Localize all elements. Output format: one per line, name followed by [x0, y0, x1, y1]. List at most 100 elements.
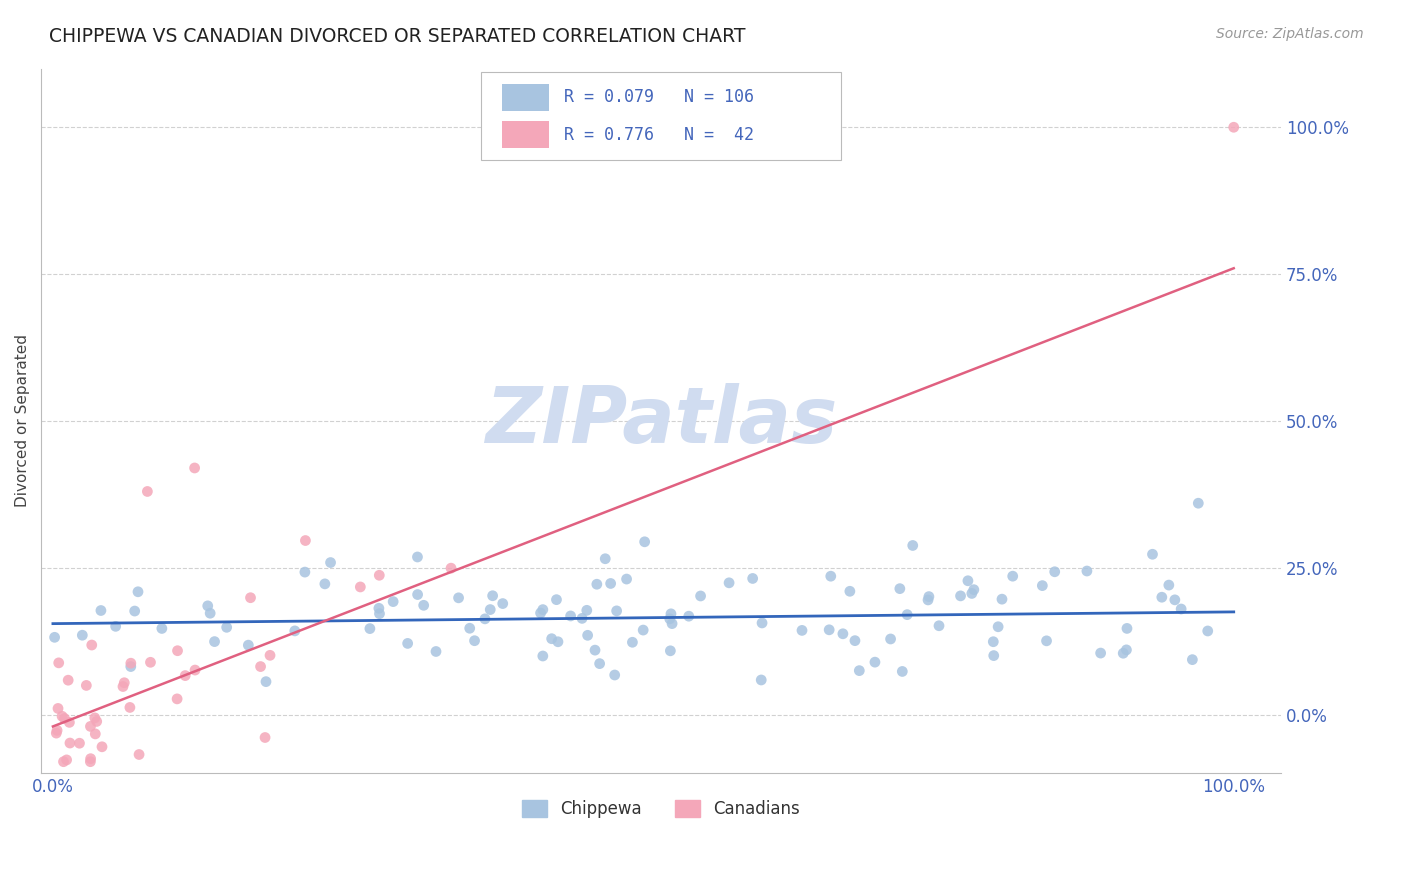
- Point: [983, 648, 1005, 663]
- Point: [560, 609, 582, 624]
- Point: [86, 714, 108, 729]
- Text: Source: ZipAtlas.com: Source: ZipAtlas.com: [1216, 27, 1364, 41]
- Point: [44, 630, 66, 644]
- Point: [928, 619, 950, 633]
- Point: [120, 657, 142, 671]
- Point: [254, 674, 277, 689]
- Point: [406, 588, 429, 602]
- Point: [359, 622, 381, 636]
- Point: [59, 736, 82, 750]
- Point: [166, 692, 188, 706]
- Point: [425, 644, 447, 658]
- Point: [481, 589, 503, 603]
- Point: [406, 549, 429, 564]
- Point: [956, 574, 979, 588]
- Point: [917, 593, 939, 607]
- Point: [838, 584, 860, 599]
- Point: [51, 709, 73, 723]
- Text: R = 0.079   N = 106: R = 0.079 N = 106: [564, 88, 755, 106]
- Point: [659, 607, 682, 621]
- Point: [689, 589, 711, 603]
- Point: [464, 633, 486, 648]
- Point: [599, 576, 621, 591]
- Point: [53, 711, 76, 725]
- Point: [531, 602, 554, 616]
- Text: ZIPatlas: ZIPatlas: [485, 383, 837, 459]
- Point: [382, 594, 405, 608]
- Point: [593, 551, 616, 566]
- Point: [741, 571, 763, 585]
- Point: [621, 635, 644, 649]
- Point: [603, 668, 626, 682]
- Point: [1112, 646, 1135, 660]
- Point: [661, 616, 683, 631]
- Point: [112, 675, 135, 690]
- Point: [367, 601, 389, 615]
- Point: [197, 599, 219, 613]
- Point: [901, 539, 924, 553]
- Point: [1076, 564, 1098, 578]
- Point: [55, 753, 77, 767]
- Point: [139, 655, 162, 669]
- Point: [987, 620, 1010, 634]
- Point: [174, 668, 197, 682]
- Point: [963, 582, 986, 597]
- Point: [447, 591, 470, 605]
- Point: [294, 565, 316, 579]
- Point: [606, 604, 628, 618]
- Point: [84, 727, 107, 741]
- Point: [583, 643, 606, 657]
- Legend: Chippewa, Canadians: Chippewa, Canadians: [515, 794, 807, 825]
- Point: [72, 628, 94, 642]
- Point: [319, 556, 342, 570]
- Point: [479, 602, 502, 616]
- Point: [249, 659, 271, 673]
- Point: [1187, 496, 1209, 510]
- FancyBboxPatch shape: [502, 84, 550, 111]
- Point: [879, 632, 901, 646]
- Point: [576, 628, 599, 642]
- Point: [633, 534, 655, 549]
- Point: [718, 575, 741, 590]
- Point: [80, 638, 103, 652]
- Point: [238, 638, 260, 652]
- Point: [1115, 643, 1137, 657]
- Point: [991, 592, 1014, 607]
- Point: [368, 607, 391, 621]
- Point: [45, 726, 67, 740]
- Point: [1090, 646, 1112, 660]
- Point: [79, 752, 101, 766]
- Point: [896, 607, 918, 622]
- Point: [1031, 579, 1053, 593]
- Point: [1116, 621, 1139, 635]
- Point: [83, 711, 105, 725]
- Point: [1222, 120, 1244, 135]
- Point: [889, 582, 911, 596]
- Point: [104, 619, 127, 633]
- Point: [166, 643, 188, 657]
- Point: [79, 719, 101, 733]
- Point: [150, 622, 173, 636]
- Point: [1142, 547, 1164, 561]
- Point: [1181, 653, 1204, 667]
- Point: [90, 603, 112, 617]
- Point: [678, 609, 700, 624]
- Point: [571, 611, 593, 625]
- Point: [981, 634, 1004, 648]
- Point: [531, 648, 554, 663]
- Point: [1197, 624, 1219, 638]
- Point: [585, 577, 607, 591]
- Point: [254, 731, 277, 745]
- Point: [46, 701, 69, 715]
- Point: [474, 612, 496, 626]
- Point: [56, 673, 79, 688]
- Point: [492, 597, 515, 611]
- Point: [749, 673, 772, 687]
- Point: [631, 623, 654, 637]
- Point: [412, 599, 434, 613]
- Point: [69, 736, 91, 750]
- Point: [616, 572, 638, 586]
- Point: [46, 723, 69, 738]
- Point: [588, 657, 610, 671]
- Point: [79, 755, 101, 769]
